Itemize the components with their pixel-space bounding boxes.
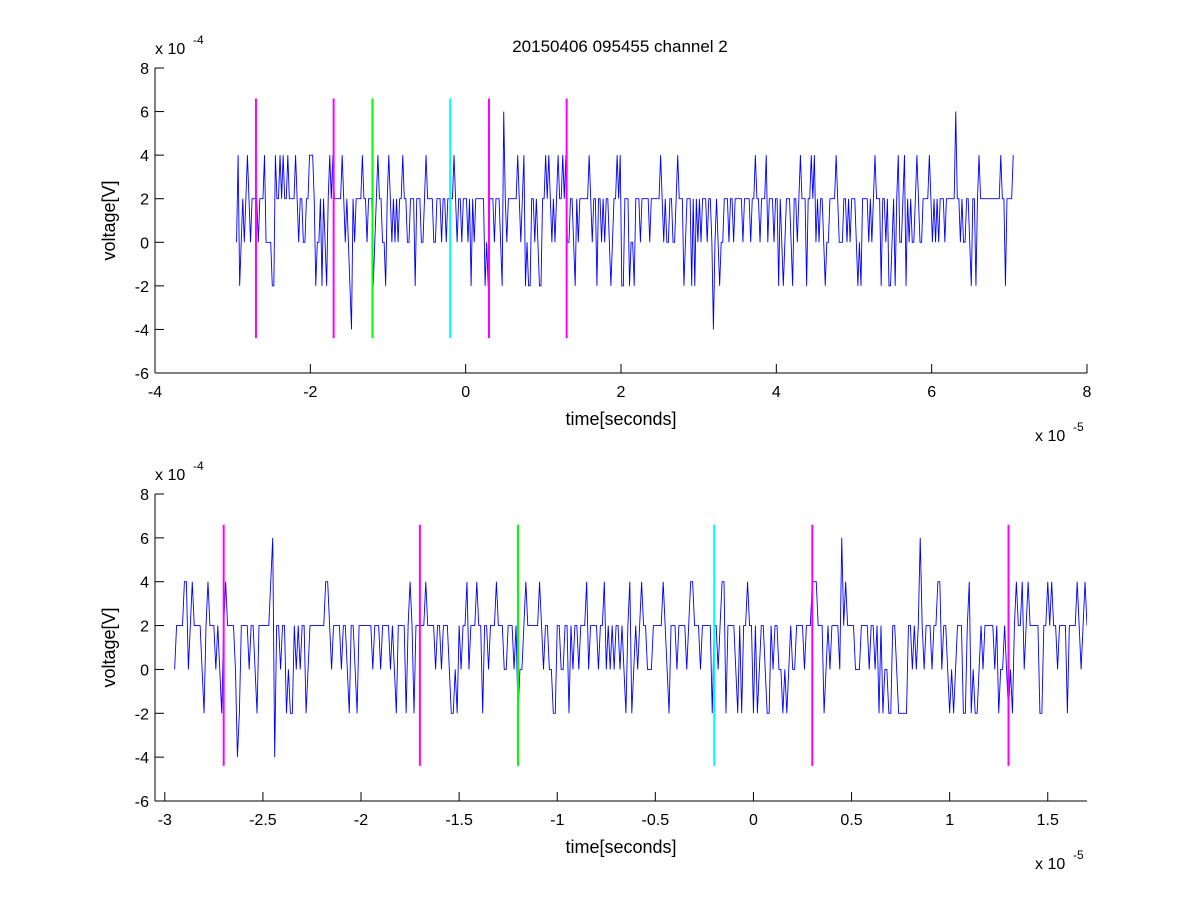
signal-series-line: [174, 537, 1087, 758]
x-tick-label: -0.5: [642, 812, 670, 829]
x-tick-label: -1.5: [445, 812, 473, 829]
x-tick-label: -4: [148, 384, 162, 401]
x-tick-label: -3: [158, 812, 172, 829]
x-exponent-power: -5: [1073, 420, 1084, 434]
y-tick-label: 4: [140, 575, 149, 592]
y-tick-label: -4: [135, 750, 149, 767]
x-exponent-label: x 10: [1035, 856, 1065, 873]
x-tick-label: -2.5: [249, 812, 277, 829]
top-axes-panel: -4 -2 0 2 4 6 8-6-4-202468time[seconds]voltage…: [99, 33, 1092, 445]
x-tick-label: 1: [945, 812, 954, 829]
y-axis-label: voltage[V]: [99, 607, 119, 687]
y-exponent-label: x 10: [155, 41, 185, 58]
bottom-axes-panel: -3 -2.5 -2 -1.5 -1 -0.5 0 0.5 1 1.5 -6 -4 -2 0 2 4 6 8 tim…: [99, 459, 1087, 873]
y-exponent-label: x 10: [155, 467, 185, 484]
y-tick-label: 8: [140, 61, 149, 78]
x-axis-label: time[seconds]: [565, 837, 676, 857]
x-tick-label: 2: [617, 384, 626, 401]
y-axis-label: voltage[V]: [99, 180, 119, 260]
y-tick-label: -4: [135, 322, 149, 339]
y-exponent-power: -4: [193, 459, 204, 473]
x-axis-label: time[seconds]: [565, 409, 676, 429]
y-tick-label: 0: [140, 235, 149, 252]
y-tick-label: -6: [135, 794, 149, 811]
x-tick-label: -1: [550, 812, 564, 829]
y-tick-label: -6: [135, 366, 149, 383]
y-tick-label: 0: [140, 662, 149, 679]
x-exponent-power: -5: [1073, 848, 1084, 862]
x-tick-label: 0: [461, 384, 470, 401]
x-tick-label: -2: [303, 384, 317, 401]
figure-title: 20150406 095455 channel 2: [512, 37, 728, 56]
y-tick-label: 6: [140, 531, 149, 548]
x-tick-label: 1.5: [1037, 812, 1059, 829]
x-tick-label: 0: [749, 812, 758, 829]
y-exponent-power: -4: [193, 33, 204, 47]
y-tick-label: -2: [135, 279, 149, 296]
y-tick-label: 4: [140, 148, 149, 165]
x-tick-label: -2: [354, 812, 368, 829]
x-exponent-label: x 10: [1035, 428, 1065, 445]
y-tick-label: 2: [140, 192, 149, 209]
y-tick-label: 2: [140, 619, 149, 636]
x-tick-label: 4: [772, 384, 781, 401]
x-tick-label: 0.5: [840, 812, 862, 829]
x-tick-label: 6: [927, 384, 936, 401]
x-tick-label: 8: [1083, 384, 1092, 401]
signal-series-line: [236, 111, 1014, 330]
y-tick-label: -2: [135, 706, 149, 723]
y-tick-label: 6: [140, 105, 149, 122]
y-tick-label: 8: [140, 487, 149, 504]
